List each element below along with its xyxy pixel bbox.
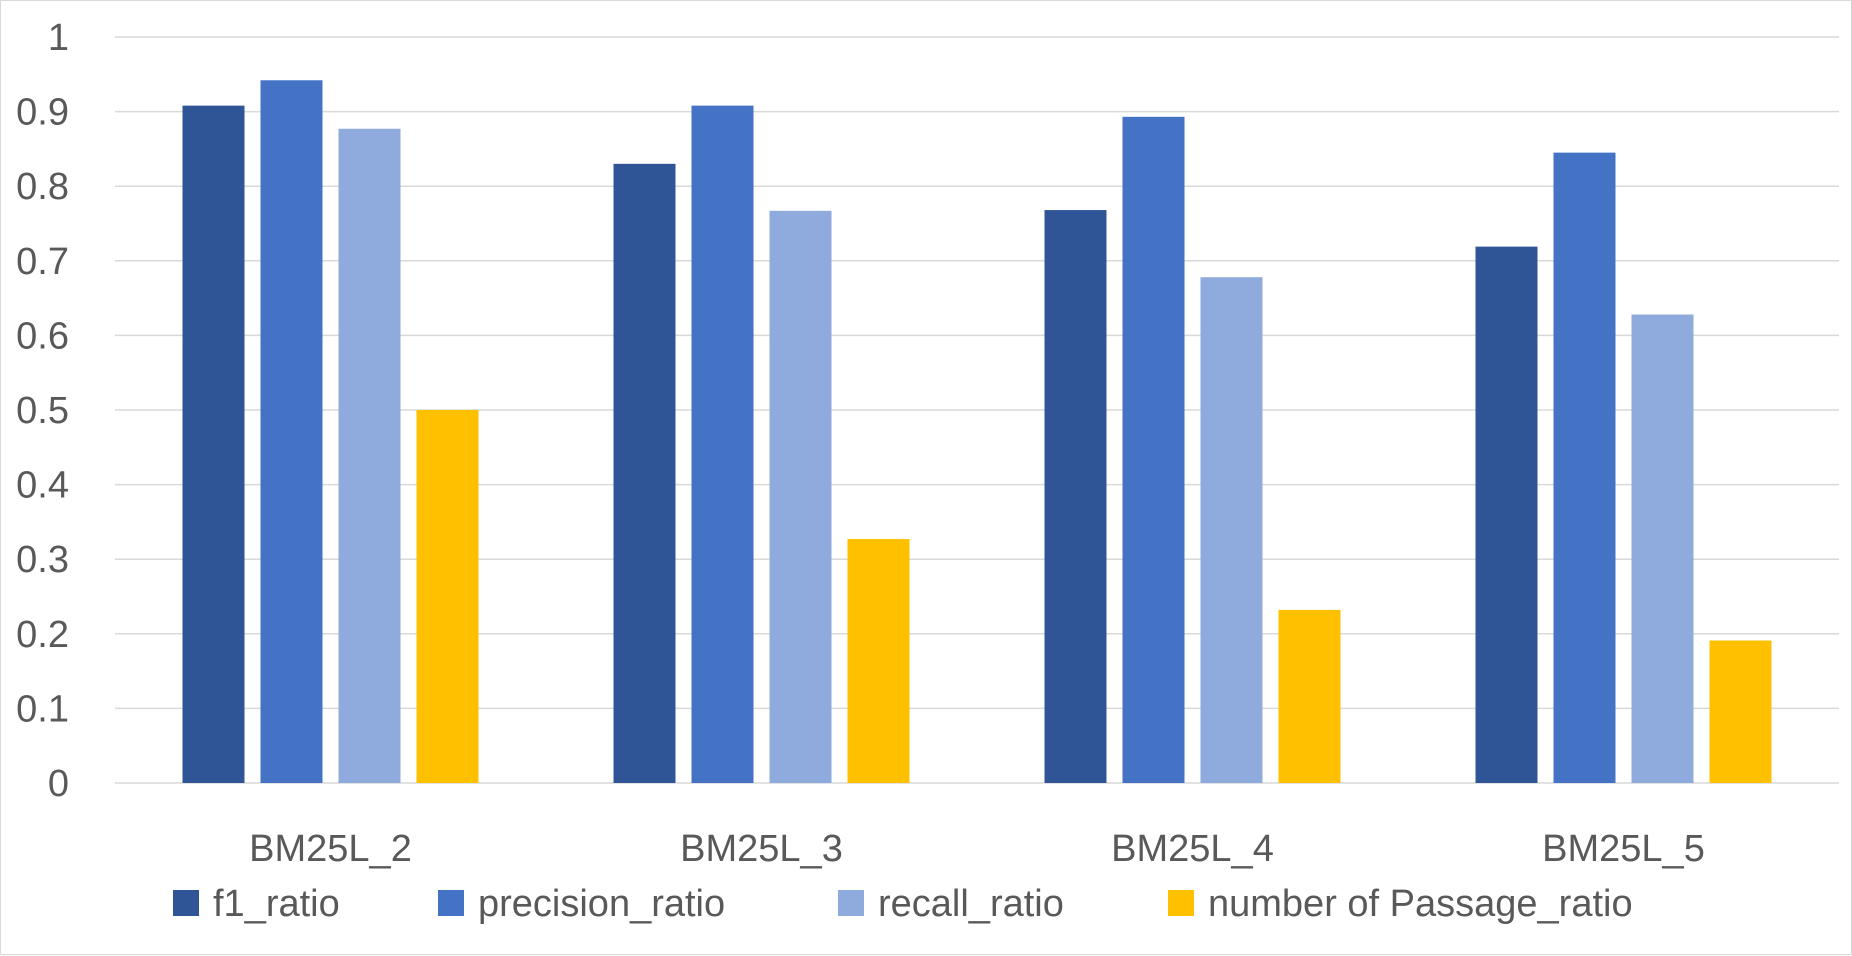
bar-f1_ratio-bm25l_2 (182, 105, 245, 783)
y-tick-label: 0 (48, 763, 69, 805)
bar-recall_ratio-bm25l_4 (1200, 277, 1263, 783)
bar-number-of-passage_ratio-bm25l_4 (1278, 609, 1341, 783)
bar-number-of-passage_ratio-bm25l_5 (1709, 640, 1772, 783)
bar-recall_ratio-bm25l_2 (338, 128, 401, 783)
legend-label: precision_ratio (478, 883, 725, 925)
bar-number-of-passage_ratio-bm25l_3 (847, 539, 910, 783)
legend-swatch (173, 890, 199, 916)
y-tick-label: 0.3 (16, 539, 69, 581)
bar-f1_ratio-bm25l_5 (1475, 246, 1538, 784)
y-tick-label: 0.7 (16, 241, 69, 283)
bar-f1_ratio-bm25l_3 (613, 163, 676, 783)
y-tick-label: 0.8 (16, 166, 69, 208)
bar-recall_ratio-bm25l_5 (1631, 314, 1694, 783)
bar-recall_ratio-bm25l_3 (769, 210, 832, 783)
legend: f1_ratio precision_ratio recall_ratio numbe… (173, 883, 1633, 925)
legend-label: recall_ratio (878, 883, 1064, 925)
bar-precision_ratio-bm25l_2 (260, 80, 323, 783)
bar-precision_ratio-bm25l_4 (1122, 116, 1185, 783)
y-tick-label: 0.4 (16, 465, 69, 507)
y-tick-label: 0.5 (16, 390, 69, 432)
legend-label: f1_ratio (213, 883, 340, 925)
y-tick-label: 0.9 (16, 92, 69, 134)
legend-swatch (438, 890, 464, 916)
y-tick-label: 0.6 (16, 315, 69, 357)
x-axis-category-labels: BM25L_2 BM25L_3 BM25L_4 BM25L_5 (249, 828, 1705, 870)
bar-f1_ratio-bm25l_4 (1044, 210, 1107, 783)
y-gridlines (115, 36, 1839, 710)
x-tick-label: BM25L_4 (1111, 828, 1274, 870)
bar-precision_ratio-bm25l_5 (1553, 152, 1616, 783)
y-tick-label: 1 (48, 17, 69, 59)
bar-precision_ratio-bm25l_3 (691, 105, 754, 783)
bars (182, 80, 1772, 784)
y-tick-label: 0.1 (16, 688, 69, 730)
x-tick-label: BM25L_5 (1542, 828, 1705, 870)
bar-number-of-passage_ratio-bm25l_2 (416, 410, 479, 783)
y-axis-tick-labels: 0 0.1 0.2 0.3 0.4 0.5 0.6 0.7 0.8 0.9 1 (16, 17, 69, 805)
y-tick-label: 0.2 (16, 614, 69, 656)
x-tick-label: BM25L_3 (680, 828, 843, 870)
legend-swatch (838, 890, 864, 916)
legend-label: number of Passage_ratio (1208, 883, 1633, 925)
x-tick-label: BM25L_2 (249, 828, 412, 870)
legend-swatch (1168, 890, 1194, 916)
